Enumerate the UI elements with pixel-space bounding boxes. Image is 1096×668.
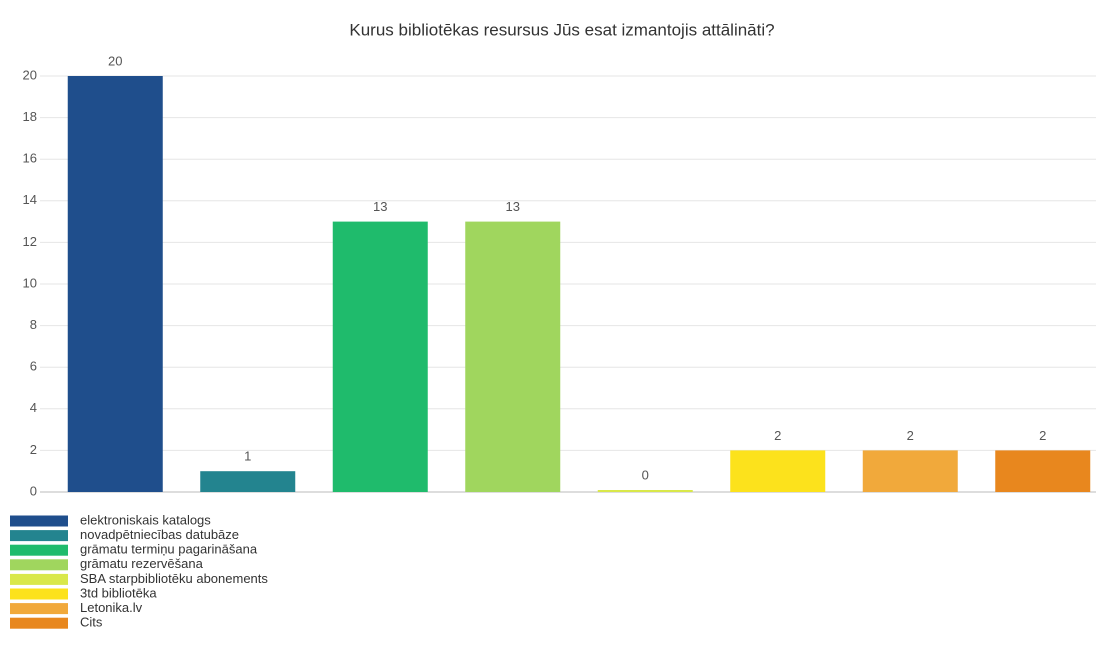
y-tick-label: 18	[23, 109, 37, 124]
bar	[200, 471, 296, 492]
legend-text: grāmatu rezervēšana	[80, 556, 204, 571]
value-label: 13	[506, 199, 520, 214]
y-tick-label: 8	[30, 317, 37, 332]
y-tick-label: 0	[30, 483, 37, 498]
legend-swatch	[10, 603, 68, 615]
value-label: 13	[373, 199, 387, 214]
bar	[995, 450, 1091, 492]
y-tick-label: 10	[23, 275, 37, 290]
y-tick-label: 14	[23, 192, 37, 207]
bar	[465, 221, 561, 492]
legend-swatch	[10, 559, 68, 571]
value-label: 2	[1039, 428, 1046, 443]
y-tick-label: 2	[30, 442, 37, 457]
y-tick-label: 4	[30, 400, 37, 415]
legend-swatch	[10, 530, 68, 542]
bar	[862, 450, 958, 492]
legend-swatch	[10, 544, 68, 556]
value-label: 2	[907, 428, 914, 443]
legend-text: Letonika.lv	[80, 600, 143, 615]
bar	[730, 450, 826, 492]
legend-swatch	[10, 617, 68, 629]
bar	[67, 76, 163, 492]
legend-text: elektroniskais katalogs	[80, 512, 211, 527]
y-tick-label: 12	[23, 234, 37, 249]
value-label: 2	[774, 428, 781, 443]
value-label: 0	[642, 467, 649, 482]
y-tick-label: 16	[23, 151, 37, 166]
value-label: 20	[108, 53, 122, 68]
chart-title: Kurus bibliotēkas resursus Jūs esat izma…	[349, 20, 774, 39]
y-tick-label: 20	[23, 67, 37, 82]
bar	[332, 221, 428, 492]
y-tick-label: 6	[30, 359, 37, 374]
legend-text: SBA starpbibliotēku abonements	[80, 571, 268, 586]
legend-text: novadpētniecības datubāze	[80, 527, 239, 542]
legend-text: grāmatu termiņu pagarināšana	[80, 542, 258, 557]
value-label: 1	[244, 449, 251, 464]
legend-swatch	[10, 588, 68, 600]
legend-text: Cits	[80, 615, 103, 630]
legend-swatch	[10, 515, 68, 527]
legend-swatch	[10, 573, 68, 585]
legend-text: 3td bibliotēka	[80, 585, 157, 600]
bar	[597, 490, 693, 492]
